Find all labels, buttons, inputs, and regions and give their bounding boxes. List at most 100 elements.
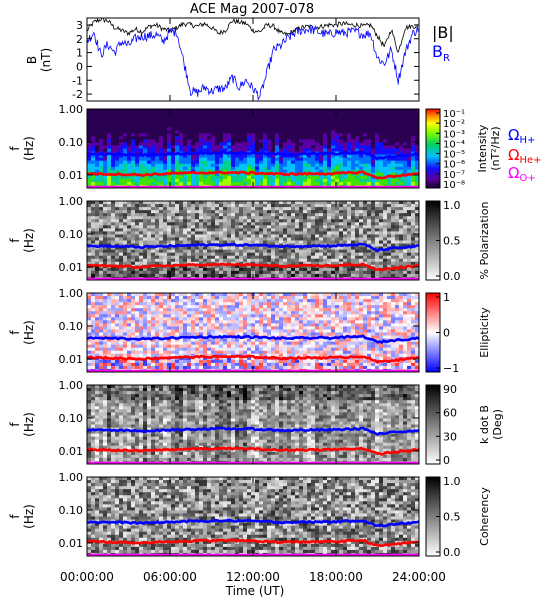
spectrogram-cell xyxy=(159,341,164,346)
spectrogram-cell xyxy=(227,130,232,134)
spectrogram-cell xyxy=(219,127,224,131)
spectrogram-cell xyxy=(339,204,344,208)
spectrogram-cell xyxy=(399,228,404,232)
spectrogram-cell xyxy=(115,213,120,217)
spectrogram-cell xyxy=(107,359,112,364)
spectrogram-cell xyxy=(263,118,268,122)
spectrogram-cell xyxy=(303,258,308,263)
spectrogram-cell xyxy=(399,243,404,247)
spectrogram-cell xyxy=(119,350,124,355)
spectrogram-cell xyxy=(123,353,128,358)
spectrogram-cell xyxy=(367,240,372,244)
spectrogram-cell xyxy=(299,181,304,186)
spectrogram-cell xyxy=(395,175,400,180)
spectrogram-cell xyxy=(311,157,316,162)
spectrogram-cell xyxy=(99,249,104,254)
spectrogram-cell xyxy=(399,157,404,162)
spectrogram-cell xyxy=(379,204,384,208)
spectrogram-cell xyxy=(263,231,268,235)
spectrogram-cell xyxy=(119,163,124,168)
spectrogram-cell xyxy=(243,213,248,217)
spectrogram-cell xyxy=(127,347,132,352)
spectrogram-cell xyxy=(87,341,92,346)
spectrogram-cell xyxy=(147,136,152,140)
spectrogram-cell xyxy=(291,121,296,125)
spectrogram-cell xyxy=(119,145,124,149)
spectrogram-cell xyxy=(103,151,108,155)
spectrogram-cell xyxy=(303,124,308,128)
spectrogram-cell xyxy=(287,112,292,116)
spectrogram-cell xyxy=(123,154,128,159)
spectrogram-cell xyxy=(223,133,228,137)
spectrogram-cell xyxy=(279,222,284,226)
spectrogram-cell xyxy=(163,347,168,352)
spectrogram-cell xyxy=(171,210,176,214)
spectrogram-cell xyxy=(147,228,152,232)
spectrogram-cell xyxy=(343,231,348,235)
spectrogram-cell xyxy=(103,296,108,300)
spectrogram-cell xyxy=(111,181,116,186)
spectrogram-cell xyxy=(95,109,100,113)
spectrogram-cell xyxy=(391,240,396,244)
spectrogram-cell xyxy=(179,172,184,177)
he-plus-gyrofrequency-line xyxy=(86,170,420,180)
spectrogram-cell xyxy=(155,231,160,235)
spectrogram-cell xyxy=(147,359,152,364)
spectrogram-cell xyxy=(387,255,392,260)
spectrogram-cell xyxy=(359,127,364,131)
spectrogram-cell xyxy=(167,249,172,254)
spectrogram-cell xyxy=(335,225,340,229)
spectrogram-cell xyxy=(391,255,396,260)
spectrogram-cell xyxy=(331,228,336,232)
spectrogram-cell xyxy=(155,127,160,131)
spectrogram-cell xyxy=(339,258,344,263)
spectrogram-cell xyxy=(231,178,236,183)
spectrogram-cell xyxy=(315,261,320,266)
freq-ylabel: f xyxy=(8,146,22,151)
spectrogram-cell xyxy=(335,181,340,186)
spectrogram-cell xyxy=(215,249,220,254)
spectrogram-cell xyxy=(131,181,136,186)
spectrogram-cell xyxy=(163,317,168,321)
spectrogram-cell xyxy=(199,255,204,260)
spectrogram-cell xyxy=(143,142,148,146)
spectrogram-cell xyxy=(147,362,152,367)
spectrogram-cell xyxy=(159,335,164,339)
spectrogram-cell xyxy=(155,201,160,205)
spectrogram-cell xyxy=(255,130,260,134)
spectrogram-cell xyxy=(251,166,256,171)
spectrogram-cell xyxy=(87,261,92,266)
spectrogram-cell xyxy=(139,234,144,238)
spectrogram-cell xyxy=(195,163,200,168)
spectrogram-cell xyxy=(103,228,108,232)
spectrogram-cell xyxy=(123,136,128,140)
spectrogram-cell xyxy=(163,237,168,241)
spectrogram-cell xyxy=(367,157,372,162)
spectrogram-cell xyxy=(143,222,148,226)
spectrogram-cell xyxy=(275,130,280,134)
spectrogram-cell xyxy=(215,112,220,116)
spectrogram-cell xyxy=(87,121,92,125)
spectrogram-cell xyxy=(287,166,292,171)
spectrogram-cell xyxy=(391,133,396,137)
spectrogram-cell xyxy=(103,350,108,355)
spectrogram-cell xyxy=(359,201,364,205)
spectrogram-cell xyxy=(223,207,228,211)
spectrogram-cell xyxy=(263,130,268,134)
spectrogram-cell xyxy=(167,160,172,165)
spectrogram-cell xyxy=(87,359,92,364)
spectrogram-cell xyxy=(159,228,164,232)
spectrogram-cell xyxy=(279,148,284,152)
spectrogram-cell xyxy=(219,264,224,269)
spectrogram-cell xyxy=(411,166,416,171)
spectrogram-cell xyxy=(99,231,104,235)
spectrogram-cell xyxy=(335,121,340,125)
spectrogram-cell xyxy=(163,169,168,174)
b-ytick-label: 0 xyxy=(76,60,83,73)
spectrogram-cell xyxy=(303,264,308,269)
spectrogram-cell xyxy=(227,255,232,260)
spectrogram-cell xyxy=(319,261,324,266)
spectrogram-cell xyxy=(131,219,136,223)
spectrogram-cell xyxy=(307,115,312,119)
spectrogram-cell xyxy=(123,317,128,321)
